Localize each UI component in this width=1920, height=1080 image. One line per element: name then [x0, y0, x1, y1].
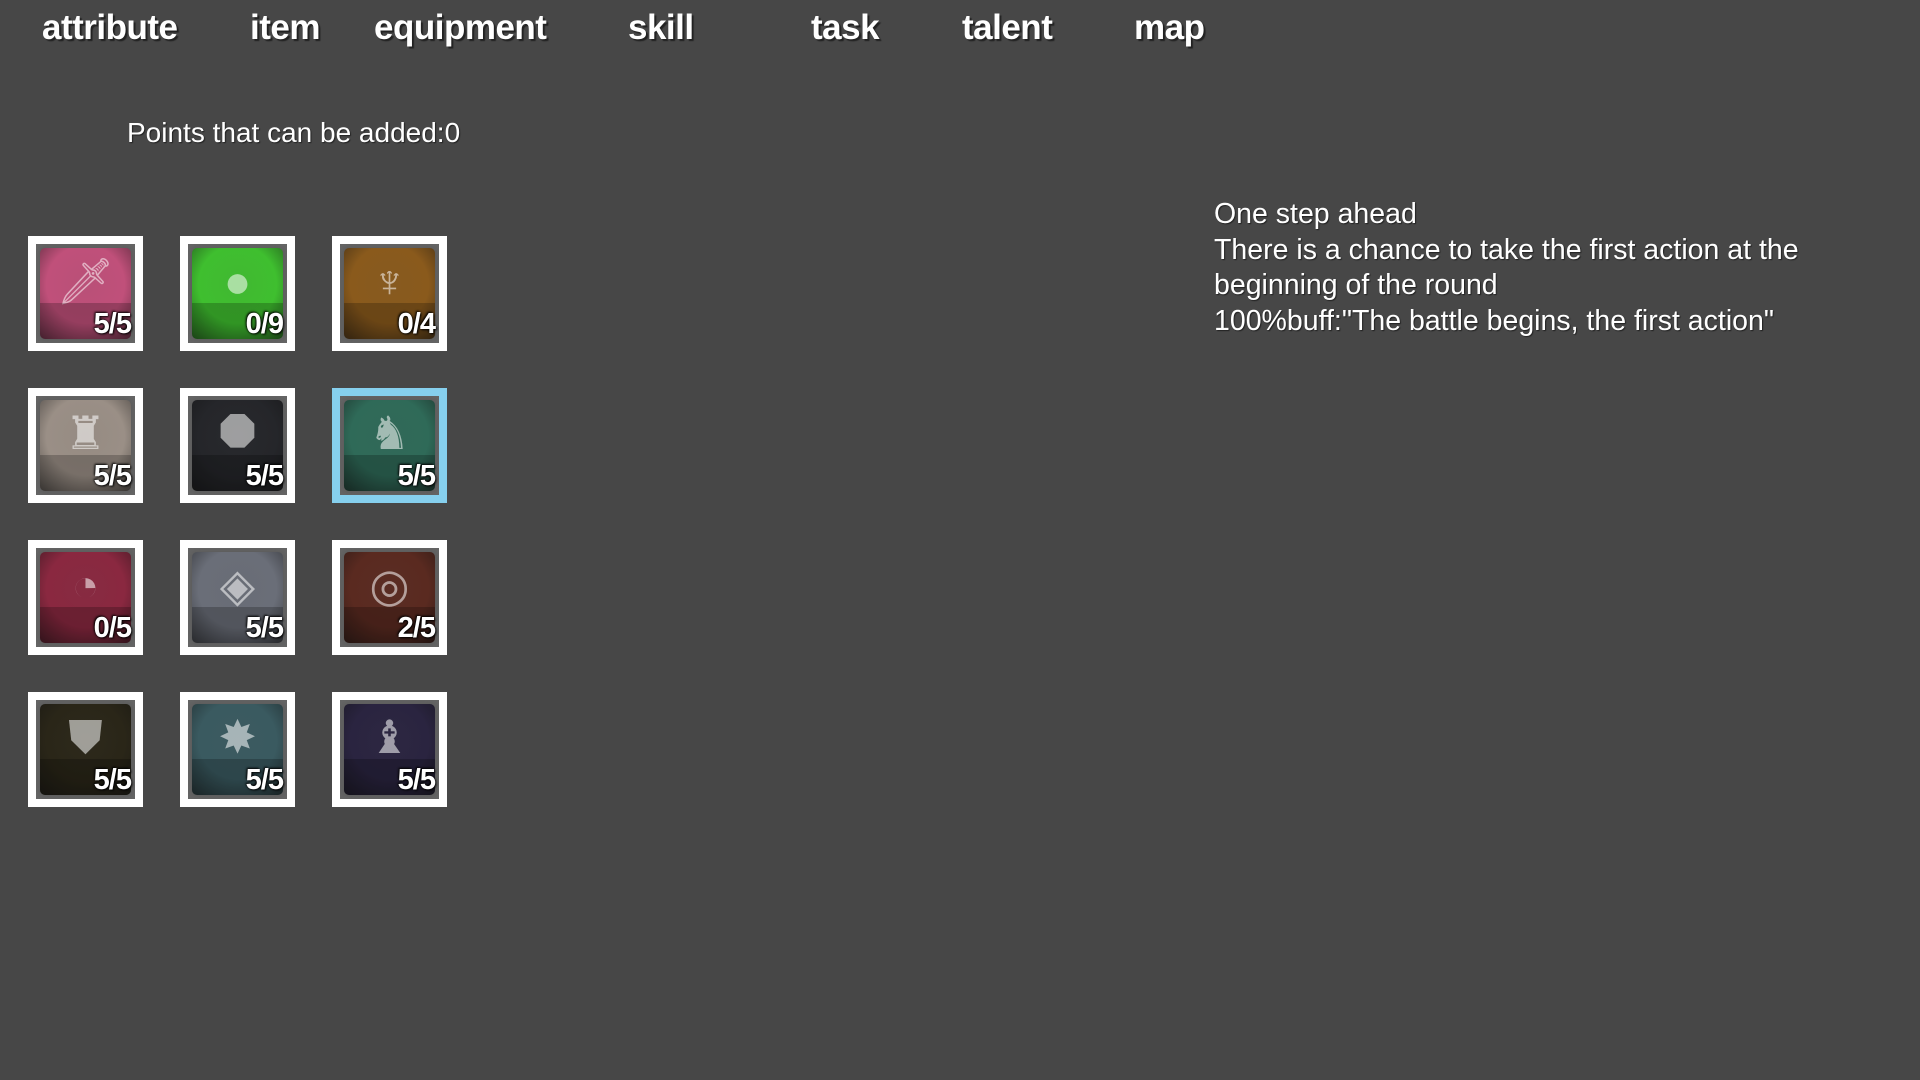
- crystal-sphere-icon: ◈: [192, 552, 283, 643]
- fire-ring-icon: ◎: [344, 552, 435, 643]
- dark-armor-icon: ♝: [344, 704, 435, 795]
- talent-slot[interactable]: ◎ 2/5: [332, 540, 447, 655]
- talent-level: 0/4: [397, 308, 436, 340]
- talent-slot[interactable]: ◔ 0/5: [28, 540, 143, 655]
- tab-item[interactable]: item: [250, 8, 320, 47]
- strongman-silhouette-icon: ♆: [344, 248, 435, 339]
- talent-slot[interactable]: ♜ 5/5: [28, 388, 143, 503]
- talent-level: 0/5: [93, 612, 132, 644]
- talent-level: 5/5: [245, 612, 284, 644]
- talent-level: 2/5: [397, 612, 436, 644]
- talent-slot[interactable]: ♝ 5/5: [332, 692, 447, 807]
- lightning-burst-icon: ✸: [192, 704, 283, 795]
- talent-level: 5/5: [245, 764, 284, 796]
- talent-description-line: There is a chance to take the first acti…: [1214, 233, 1799, 266]
- tab-attribute[interactable]: attribute: [42, 8, 178, 47]
- charging-knight-icon: ♞: [344, 400, 435, 491]
- open-mouth-icon: ◔: [40, 552, 131, 643]
- talent-level: 5/5: [93, 764, 132, 796]
- talent-level: 0/9: [245, 308, 284, 340]
- talent-slot[interactable]: 🗡 5/5: [28, 236, 143, 351]
- talent-slot[interactable]: ◈ 5/5: [180, 540, 295, 655]
- golden-shield-icon: ⛊: [40, 704, 131, 795]
- talent-level: 5/5: [397, 764, 436, 796]
- tab-map[interactable]: map: [1134, 8, 1205, 47]
- armored-warrior-icon: ♜: [40, 400, 131, 491]
- talent-level: 5/5: [245, 460, 284, 492]
- tab-talent[interactable]: talent: [962, 8, 1053, 47]
- available-points-label: Points that can be added:0: [127, 117, 461, 148]
- tab-equipment[interactable]: equipment: [374, 8, 547, 47]
- talent-description: One step ahead There is a chance to take…: [1214, 197, 1799, 339]
- tab-skill[interactable]: skill: [628, 8, 694, 47]
- green-flexing-figure-icon: ●: [192, 248, 283, 339]
- talent-slot[interactable]: ● 0/9: [180, 236, 295, 351]
- talent-description-line: 100%buff:"The battle begins, the first a…: [1214, 304, 1774, 337]
- talent-level: 5/5: [397, 460, 436, 492]
- tab-task[interactable]: task: [811, 8, 880, 47]
- octagon-ring-icon: ⯃: [192, 400, 283, 491]
- talent-description-line: beginning of the round: [1214, 269, 1498, 301]
- talent-title: One step ahead: [1214, 198, 1417, 230]
- sword-target-icon: 🗡: [40, 248, 131, 339]
- talent-slot[interactable]: ⛊ 5/5: [28, 692, 143, 807]
- talent-level: 5/5: [93, 460, 132, 492]
- talent-level: 5/5: [93, 308, 132, 340]
- talent-slot[interactable]: ♞ 5/5: [332, 388, 447, 503]
- talent-slot[interactable]: ⯃ 5/5: [180, 388, 295, 503]
- talent-slot[interactable]: ✸ 5/5: [180, 692, 295, 807]
- talent-slot[interactable]: ♆ 0/4: [332, 236, 447, 351]
